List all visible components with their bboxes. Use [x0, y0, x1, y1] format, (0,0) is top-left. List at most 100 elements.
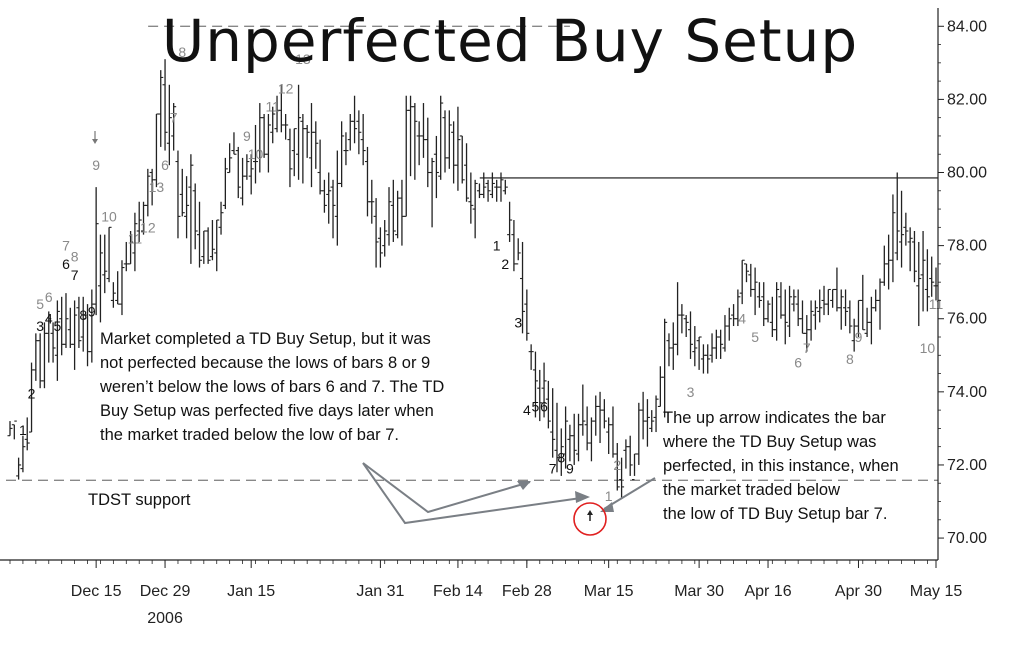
- ohlc-bar: [377, 227, 383, 268]
- ohlc-bar: [119, 260, 125, 316]
- ohlc-bar: [386, 187, 392, 246]
- count-label: 7: [170, 110, 178, 126]
- x-tick-label: May 15: [910, 583, 963, 600]
- ohlc-bar: [197, 201, 203, 268]
- ohlc-bar: [713, 329, 719, 359]
- x-tick-label: Feb 14: [433, 583, 483, 600]
- ohlc-bar: [666, 333, 672, 367]
- ohlc-bar: [929, 256, 935, 297]
- ohlc-bar: [153, 113, 159, 188]
- ohlc-bar: [791, 289, 797, 312]
- ohlc-bar: [283, 114, 289, 140]
- ohlc-bar: [171, 103, 177, 151]
- ohlc-bar: [761, 282, 767, 327]
- ohlc-bar: [373, 198, 379, 268]
- ohlc-bar: [739, 259, 745, 305]
- ohlc-bar: [360, 114, 366, 166]
- ohlc-bar: [395, 190, 401, 239]
- ohlc-bar: [240, 157, 246, 206]
- ohlc-bar: [743, 263, 749, 283]
- ohlc-bar: [610, 406, 616, 458]
- ohlc-bar: [916, 241, 922, 327]
- ohlc-bar: [843, 289, 849, 327]
- ohlc-bar: [352, 95, 358, 144]
- ohlc-bar: [429, 157, 435, 228]
- ohlc-bar: [864, 307, 870, 338]
- x-tick-label: Mar 30: [674, 583, 724, 600]
- x-axis: Dec 15 Dec 29 Jan 15 Jan 31 Feb 14 Feb 28 Mar …: [0, 559, 963, 627]
- count-label: 13: [295, 51, 311, 67]
- arrowhead-bar8: [517, 481, 531, 490]
- ohlc-bar: [89, 289, 95, 363]
- ohlc-bar: [192, 183, 198, 250]
- ohlc-bar: [50, 322, 56, 363]
- ohlc-bar: [184, 176, 190, 239]
- count-label: 10: [248, 146, 264, 162]
- count-label: 7: [71, 267, 79, 283]
- ohlc-bar: [619, 457, 625, 498]
- ohlc-bar: [636, 402, 642, 465]
- ohlc-bar: [330, 179, 336, 239]
- ohlc-bar: [649, 410, 655, 433]
- ohlc-bar: [752, 267, 758, 316]
- ohlc-bar: [632, 453, 638, 481]
- up-arrow-note: The up arrow indicates the bar where the …: [662, 409, 899, 523]
- ohlc-bar: [576, 413, 582, 462]
- ohlc-bar: [494, 179, 500, 202]
- ohlc-bar: [364, 146, 370, 217]
- callout-line-right: [362, 462, 582, 525]
- ohlc-bar: [481, 172, 487, 199]
- ohlc-bar: [778, 282, 784, 319]
- ohlc-bar: [601, 399, 607, 429]
- ohlc-bar: [627, 435, 633, 476]
- ohlc-bar: [894, 172, 900, 261]
- ohlc-bar: [446, 110, 452, 169]
- ohlc-bar: [558, 428, 564, 476]
- ohlc-bar: [675, 282, 681, 356]
- ohlc-bar: [765, 300, 771, 323]
- ohlc-bar: [145, 168, 151, 217]
- ohlc-bar: [873, 289, 879, 312]
- ohlc-bar: [128, 230, 134, 265]
- ohlc-bar: [838, 289, 844, 330]
- ohlc-bar: [584, 406, 590, 451]
- count-label: 3: [36, 318, 44, 334]
- ohlc-bar: [657, 366, 663, 408]
- ohlc-bar: [270, 106, 276, 144]
- ohlc-bar: [799, 300, 805, 334]
- ohlc-bar: [123, 241, 129, 272]
- y-tick-label: 70.00: [947, 530, 987, 547]
- count-label: 6: [45, 289, 53, 305]
- ohlc-bar: [179, 168, 185, 217]
- ohlc-bar: [80, 296, 86, 352]
- ohlc-bar: [334, 150, 340, 246]
- ohlc-bar: [692, 326, 698, 367]
- chart-title: Unperfected Buy Setup: [162, 7, 858, 75]
- ohlc-bar: [110, 282, 116, 308]
- ohlc-bar: [304, 124, 310, 158]
- count-label: 5: [532, 398, 540, 414]
- ohlc-bar: [498, 172, 504, 202]
- ohlc-bar: [231, 132, 237, 155]
- x-tick-label: Dec 29: [140, 583, 191, 600]
- count-label: 9: [566, 461, 574, 477]
- callout-line-left: [362, 462, 531, 514]
- ohlc-bar: [218, 201, 224, 235]
- ohlc-bar: [670, 322, 676, 370]
- ohlc-bar: [653, 395, 659, 433]
- y-tick-label: 80.00: [947, 165, 987, 182]
- x-tick-label: Apr 16: [744, 583, 791, 600]
- count-label: 2: [501, 256, 509, 272]
- ohlc-bar: [20, 435, 26, 473]
- ohlc-bar: [593, 395, 599, 436]
- ohlc-bar: [606, 417, 612, 454]
- ohlc-bar: [907, 227, 913, 272]
- count-label: 11: [929, 296, 944, 312]
- ohlc-bar: [597, 391, 603, 444]
- y-tick-label: 74.00: [947, 384, 987, 401]
- count-label: 7: [549, 461, 557, 477]
- ohlc-bar: [485, 179, 491, 202]
- count-label: 3: [687, 384, 695, 400]
- ohlc-bar: [541, 362, 547, 418]
